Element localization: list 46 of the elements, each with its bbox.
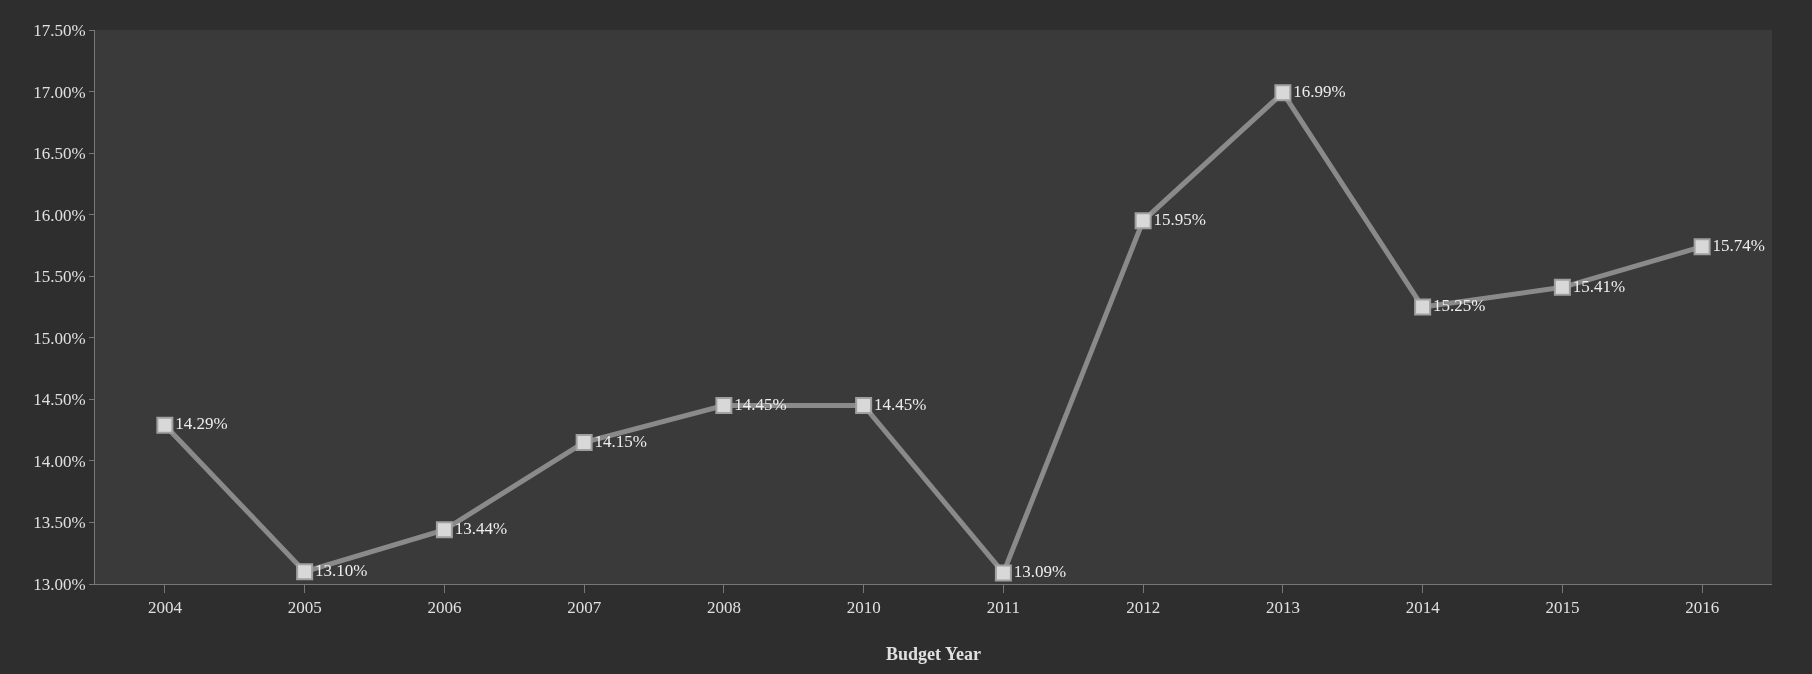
x-axis-title: Budget Year: [886, 643, 981, 664]
x-tick-label: 2014: [1405, 598, 1441, 618]
point: [296, 563, 314, 581]
data-label: 14.29%: [175, 414, 228, 434]
x-tick-label: 2006: [427, 598, 462, 618]
point: [715, 396, 733, 414]
data-label: 13.44%: [454, 519, 508, 539]
data-label: 16.99%: [1293, 82, 1346, 102]
data-label: 15.41%: [1572, 276, 1626, 296]
x-tick-label: 2011: [986, 598, 1021, 618]
x-tick-label: 2008: [706, 598, 741, 618]
y-tick-label: 15.00%: [33, 328, 86, 348]
point: [575, 433, 593, 451]
data-label: 15.74%: [1712, 235, 1765, 255]
x-tick-label: 2012: [1126, 598, 1161, 618]
x-tick-label: 2010: [846, 598, 881, 618]
point: [994, 564, 1012, 582]
y-tick-label: 13.00%: [33, 574, 86, 594]
y-tick-label: 15.50%: [33, 267, 86, 287]
y-tick-label: 13.50%: [33, 513, 86, 533]
data-label: 13.09%: [1013, 562, 1067, 582]
data-label: 13.10%: [315, 560, 368, 580]
x-tick-label: 2015: [1545, 598, 1580, 618]
data-label: 14.15%: [594, 431, 647, 451]
data-label: 15.25%: [1433, 296, 1486, 316]
data-label: 14.45%: [874, 394, 927, 414]
x-tick-label: 2005: [287, 598, 322, 618]
x-tick-label: 2007: [567, 598, 602, 618]
data-label: 15.95%: [1153, 210, 1206, 230]
point: [1414, 298, 1432, 316]
y-tick-label: 16.00%: [33, 205, 86, 225]
y-tick-label: 14.00%: [33, 451, 86, 471]
x-tick-label: 2016: [1685, 598, 1720, 618]
point: [1134, 212, 1152, 230]
point: [435, 521, 453, 539]
point: [1693, 238, 1711, 256]
y-tick-label: 17.00%: [33, 82, 86, 102]
x-tick-label: 2004: [147, 598, 183, 618]
y-tick-label: 16.50%: [33, 144, 86, 164]
point: [1553, 278, 1571, 296]
y-tick-label: 14.50%: [33, 390, 86, 410]
point: [156, 416, 174, 434]
y-tick-label: 17.50%: [33, 20, 86, 40]
point: [1274, 84, 1292, 102]
point: [855, 396, 873, 414]
x-tick-label: 2013: [1265, 598, 1300, 618]
